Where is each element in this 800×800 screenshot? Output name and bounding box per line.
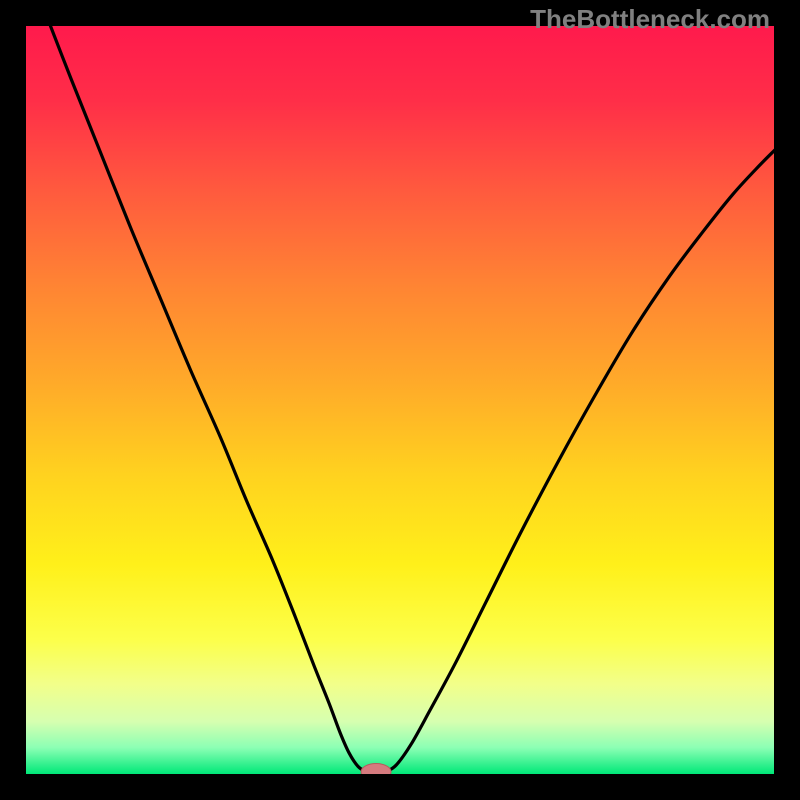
watermark-text: TheBottleneck.com (530, 4, 770, 35)
chart-svg (26, 26, 774, 774)
plot-area (26, 26, 774, 774)
gradient-background (26, 26, 774, 774)
chart-frame: TheBottleneck.com (0, 0, 800, 800)
